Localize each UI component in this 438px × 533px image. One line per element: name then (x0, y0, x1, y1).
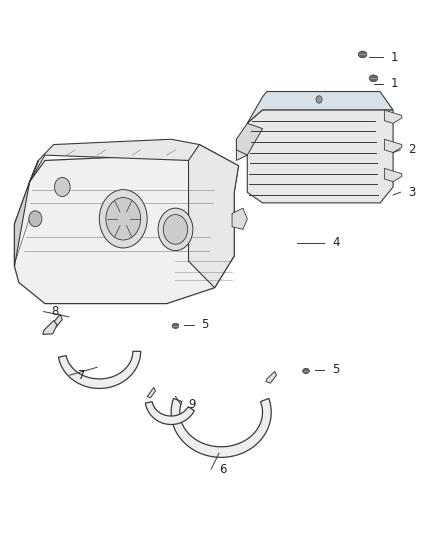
Polygon shape (237, 134, 247, 160)
Text: 1: 1 (391, 77, 399, 90)
Circle shape (158, 208, 193, 251)
Ellipse shape (369, 75, 378, 82)
Polygon shape (247, 92, 393, 123)
Polygon shape (43, 320, 57, 334)
Circle shape (29, 211, 42, 227)
Polygon shape (30, 139, 239, 192)
Text: 5: 5 (332, 364, 339, 376)
Text: 2: 2 (408, 143, 416, 156)
Text: 4: 4 (332, 236, 339, 249)
Text: 3: 3 (408, 186, 416, 199)
Polygon shape (237, 123, 262, 155)
Ellipse shape (172, 324, 179, 328)
Polygon shape (171, 398, 271, 457)
Text: 7: 7 (78, 369, 85, 382)
Polygon shape (51, 314, 62, 327)
Polygon shape (188, 144, 239, 288)
Circle shape (99, 190, 147, 248)
Text: 6: 6 (219, 463, 226, 475)
Circle shape (163, 215, 187, 244)
Polygon shape (385, 110, 402, 123)
Circle shape (54, 177, 70, 197)
Polygon shape (266, 372, 276, 383)
Ellipse shape (303, 368, 309, 374)
Polygon shape (232, 208, 247, 229)
Polygon shape (14, 160, 39, 266)
Text: 8: 8 (51, 305, 59, 318)
Polygon shape (385, 139, 402, 152)
Circle shape (106, 198, 141, 240)
Text: 1: 1 (391, 51, 399, 63)
Polygon shape (147, 387, 155, 398)
Polygon shape (14, 155, 234, 304)
Polygon shape (59, 351, 141, 389)
Polygon shape (385, 168, 402, 182)
Polygon shape (247, 110, 393, 203)
Text: 9: 9 (188, 398, 196, 411)
Text: 5: 5 (201, 318, 209, 332)
Circle shape (316, 96, 322, 103)
Polygon shape (145, 402, 194, 424)
Ellipse shape (358, 51, 367, 58)
